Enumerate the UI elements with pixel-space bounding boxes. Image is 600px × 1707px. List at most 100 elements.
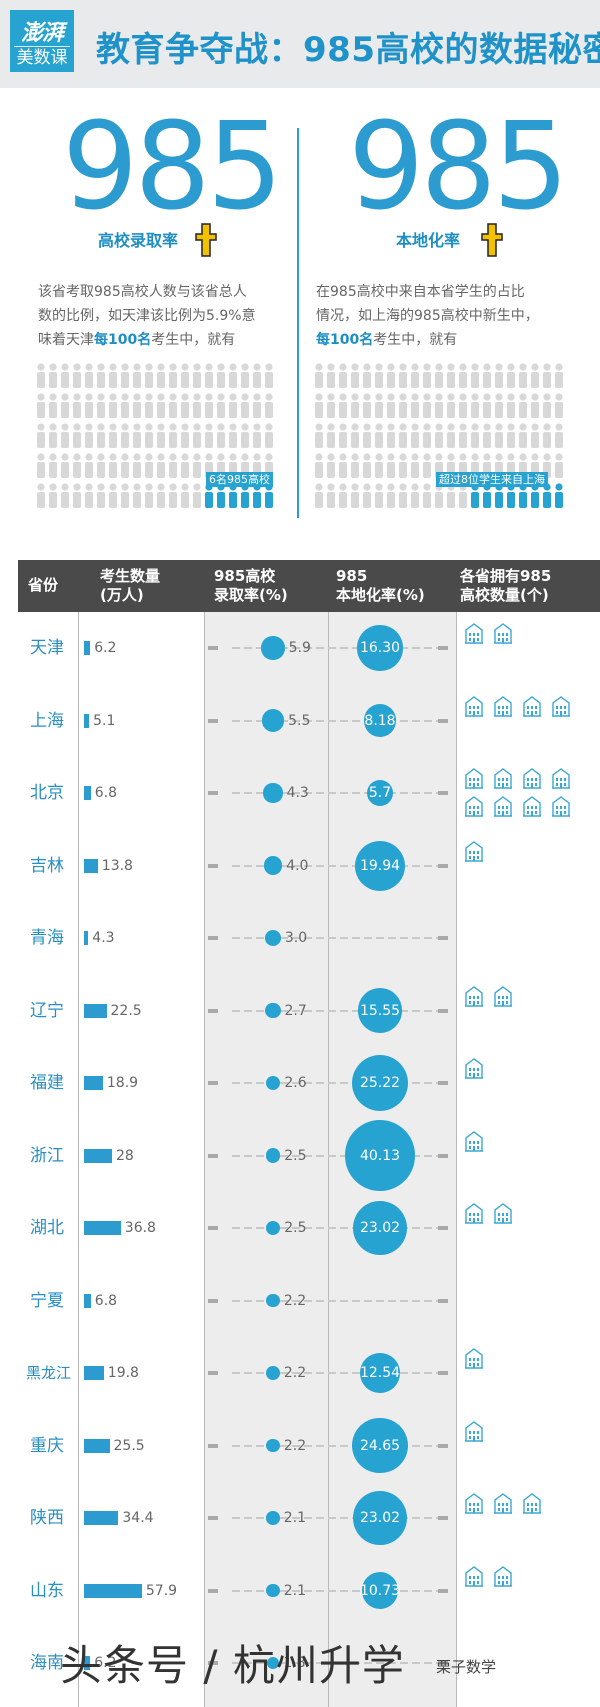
localization-rate-value: 40.13 [359, 1147, 401, 1164]
person-icon [531, 393, 539, 418]
person-icon [37, 483, 45, 508]
person-icon [363, 483, 371, 508]
person-icon [543, 483, 551, 508]
person-icon [363, 393, 371, 418]
person-icon [387, 453, 395, 478]
person-icon [145, 363, 153, 388]
person-icon [423, 423, 431, 448]
column-separator [78, 612, 79, 1707]
person-icon [229, 393, 237, 418]
row-tick [208, 936, 218, 940]
person-icon [133, 393, 141, 418]
row-guide-line [232, 1372, 446, 1374]
table-row: 重庆 25.5 2.2 24.65 [0, 1417, 600, 1506]
examinees-bar [84, 1293, 91, 1308]
table-row: 青海 4.3 3.0 [0, 926, 600, 998]
person-icon [387, 423, 395, 448]
person-icon [61, 453, 69, 478]
admission-rate-dot [266, 1438, 280, 1453]
person-icon [459, 423, 467, 448]
university-building-icon [464, 840, 484, 862]
person-icon [507, 423, 515, 448]
province-name: 山东 [30, 1580, 64, 1601]
person-icon [49, 393, 57, 418]
localization-rate-circle [363, 704, 396, 737]
localization-rate-value: 25.22 [359, 1075, 401, 1091]
examinees-bar [84, 1076, 103, 1090]
province-name: 辽宁 [30, 1000, 64, 1021]
admission-rate-value: 2.5 [284, 1220, 307, 1236]
table-row: 辽宁 22.5 2.7 15.55 [0, 985, 600, 1071]
row-tick [438, 936, 448, 940]
person-icon [495, 483, 503, 508]
person-icon [471, 423, 479, 448]
person-icon [265, 483, 273, 508]
localization-rate-description: 在985高校中来自本省学生的占比 情况，如上海的985高校中新生中， 每100名… [316, 284, 539, 348]
person-icon [543, 393, 551, 418]
person-icon [399, 393, 407, 418]
person-icon [121, 483, 129, 508]
person-icon [555, 453, 563, 478]
person-icon [97, 393, 105, 418]
row-tick [208, 646, 218, 650]
person-icon [447, 483, 455, 508]
table-row: 黑龙江 19.8 2.2 12.54 [0, 1348, 600, 1433]
admission-rate-dot [266, 1511, 280, 1525]
person-icon [133, 423, 141, 448]
row-tick [208, 1008, 218, 1013]
column-header-admission-rate: 985高校 录取率(%) [214, 567, 288, 604]
person-icon [229, 483, 237, 508]
localization-rate-circle [357, 625, 403, 671]
person-icon [133, 453, 141, 478]
person-icon [531, 483, 539, 508]
admission-rate-value: 2.7 [284, 1002, 307, 1019]
person-icon [423, 393, 431, 418]
column-header-examinees: 考生数量 (万人) [100, 567, 161, 604]
person-icon [85, 363, 93, 388]
admission-rate-value: 4.0 [286, 857, 309, 874]
university-building-icon [551, 695, 571, 717]
row-tick [438, 718, 448, 723]
admission-rate-value: 4.3 [286, 785, 309, 801]
person-icon [133, 363, 141, 388]
person-icon [205, 393, 213, 418]
person-icon [531, 423, 539, 448]
university-building-icon [493, 695, 513, 717]
pointing-hand-icon [481, 223, 503, 257]
province-name: 陕西 [30, 1508, 64, 1528]
university-building-icon [464, 695, 484, 717]
person-icon [205, 423, 213, 448]
examinees-value: 25.5 [113, 1437, 145, 1454]
person-icon [109, 423, 117, 448]
localization-rate-label: 本地化率 [396, 231, 461, 250]
person-icon [109, 393, 117, 418]
localization-rate-value: 5.7 [368, 785, 392, 801]
person-icon [447, 363, 455, 388]
admission-rate-dot [266, 1293, 280, 1308]
admission-rate-label: 高校录取率 [98, 231, 179, 250]
person-icon [61, 393, 69, 418]
person-icon [121, 393, 129, 418]
person-icon [471, 483, 479, 508]
header-bar: 澎湃 美数课 教育争夺战：985高校的数据秘密 [0, 0, 600, 88]
admission-example-tag: 6名985高校 [206, 472, 273, 487]
person-icon [315, 363, 323, 388]
person-icon [61, 483, 69, 508]
row-tick [438, 1298, 448, 1303]
localization-rate-value: 23.02 [359, 1510, 401, 1526]
person-icon [145, 423, 153, 448]
row-tick [208, 863, 218, 868]
admission-rate-value: 3.0 [284, 930, 308, 946]
person-icon [411, 453, 419, 478]
examinees-value: 34.4 [122, 1510, 154, 1526]
person-icon [495, 393, 503, 418]
row-guide-line [232, 1009, 446, 1012]
person-icon [399, 363, 407, 388]
person-icon [241, 483, 249, 508]
person-icon [145, 393, 153, 418]
row-tick [438, 1588, 448, 1593]
person-icon [85, 423, 93, 448]
row-guide-line [232, 864, 446, 867]
admission-rate-value: 2.6 [284, 1075, 307, 1091]
